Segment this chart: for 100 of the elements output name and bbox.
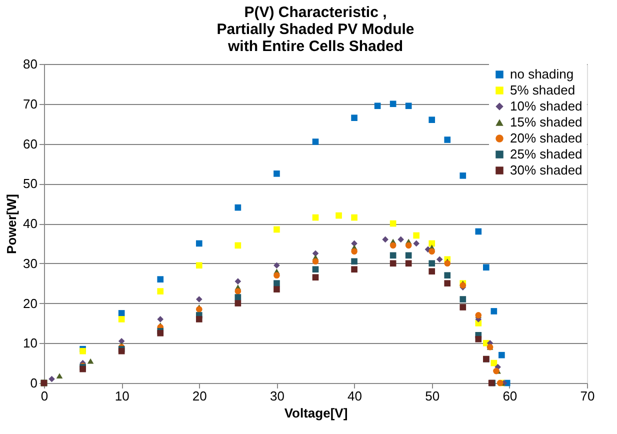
point [196, 306, 202, 312]
text: P(V) Characteristic , [244, 4, 387, 21]
point [398, 236, 404, 243]
point [274, 286, 280, 292]
point [351, 214, 358, 221]
point [428, 268, 436, 275]
point [312, 258, 319, 265]
legend-label: 15% shaded [510, 114, 582, 130]
point [157, 288, 164, 294]
point [444, 136, 451, 143]
point [274, 170, 280, 177]
point [460, 296, 466, 302]
y-axis-title: Power[W] [4, 194, 20, 254]
point [118, 338, 125, 344]
point [390, 100, 396, 108]
point [436, 256, 443, 263]
y-tick-label: 30 [23, 256, 38, 271]
point [351, 248, 358, 255]
point [336, 212, 342, 219]
point [87, 358, 94, 364]
x-axis-title: Voltage[V] [284, 406, 348, 420]
y-tick-label: 50 [23, 176, 38, 192]
point [312, 250, 319, 257]
point [382, 236, 388, 243]
y-tick-label: 70 [23, 96, 38, 112]
x-tick-label: 10 [114, 388, 130, 404]
legend-label: 5% shaded [510, 82, 576, 98]
point [475, 336, 482, 342]
point [405, 252, 412, 259]
legend-label: 25% shaded [510, 146, 582, 162]
point [351, 266, 358, 273]
point [405, 102, 412, 110]
point [405, 260, 412, 267]
point [490, 308, 498, 314]
y-tick-label: 0 [30, 376, 38, 390]
x-tick-label: 0 [40, 388, 48, 404]
x-tick-label: 40 [348, 388, 362, 404]
point [390, 220, 396, 227]
point [413, 232, 420, 239]
point [196, 240, 202, 247]
x-tick-label: 30 [270, 388, 284, 404]
x-tick-label: 60 [502, 388, 518, 404]
x-tick-label: 20 [192, 388, 207, 404]
point [234, 288, 242, 294]
point [118, 310, 125, 316]
point [196, 296, 202, 302]
point [374, 102, 381, 110]
point [390, 252, 396, 259]
point [274, 272, 280, 278]
y-tick-label: 40 [23, 216, 38, 231]
point [428, 260, 436, 267]
point [498, 352, 505, 358]
point [274, 280, 280, 286]
legend-label: no shading [510, 66, 574, 82]
x-tick-label: 50 [425, 388, 440, 404]
point [405, 242, 412, 249]
point [48, 376, 55, 382]
point [475, 228, 482, 235]
point [312, 214, 319, 221]
point [428, 240, 436, 247]
point [482, 264, 490, 271]
point [460, 172, 466, 179]
y-tick-label: 80 [23, 56, 38, 72]
y-tick-label: 10 [23, 336, 38, 351]
legend-label: 30% shaded [510, 162, 582, 178]
point [157, 276, 164, 282]
point [428, 116, 436, 123]
point [196, 316, 202, 322]
point [234, 294, 242, 300]
point [234, 242, 242, 249]
point [234, 204, 242, 211]
point [428, 248, 436, 255]
legend-label: 10% shaded [510, 98, 582, 114]
y-tick-label: 20 [23, 296, 38, 311]
point [157, 316, 164, 322]
point [413, 240, 420, 247]
point [351, 240, 358, 247]
point [312, 266, 319, 273]
text: with Entire Cells Shaded [228, 38, 404, 55]
y-tick-label: 60 [23, 136, 38, 152]
legend-label: 20% shaded [510, 130, 582, 146]
point [390, 242, 396, 249]
point [444, 260, 451, 267]
point [351, 258, 358, 265]
point [196, 262, 202, 269]
point [444, 280, 451, 286]
text: Partially Shaded PV Module [216, 21, 414, 38]
point [312, 138, 319, 145]
point [351, 114, 358, 121]
point [274, 262, 280, 269]
point [118, 316, 125, 322]
point [312, 274, 319, 280]
point [234, 300, 242, 306]
point [460, 304, 466, 310]
point [56, 373, 63, 379]
point [444, 272, 451, 278]
point [390, 260, 396, 267]
point [234, 278, 242, 284]
point [274, 226, 280, 233]
x-tick-label: 70 [580, 388, 595, 404]
